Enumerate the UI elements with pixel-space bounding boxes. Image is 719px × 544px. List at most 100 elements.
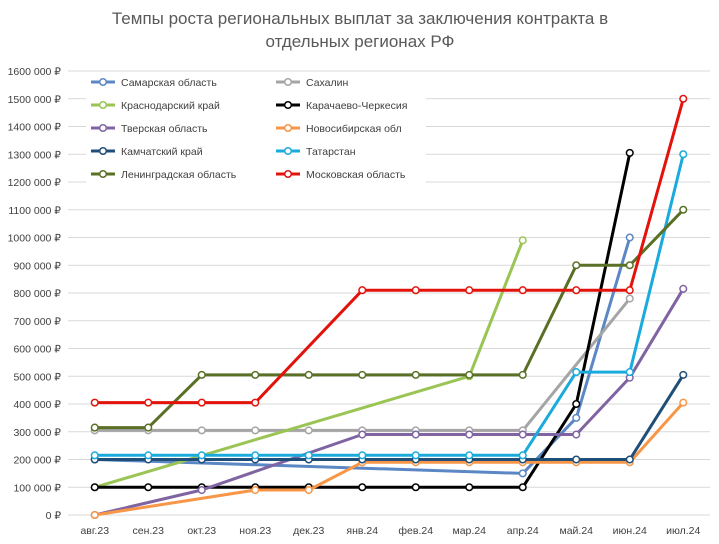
y-tick-label: 400 000 ₽ <box>13 399 61 411</box>
data-point <box>625 261 634 270</box>
data-point <box>411 451 420 460</box>
data-point <box>625 233 634 242</box>
x-tick-label: янв.24 <box>346 525 378 537</box>
data-point <box>411 483 420 492</box>
data-point <box>679 150 688 159</box>
legend-item: Тверская область <box>91 123 208 135</box>
data-point <box>679 370 688 379</box>
data-point <box>411 430 420 439</box>
data-point <box>197 398 206 407</box>
y-tick-label: 1500 000 ₽ <box>8 94 62 106</box>
legend-item: Московская область <box>276 169 406 181</box>
data-point <box>572 368 581 377</box>
legend-label: Камчатский край <box>121 146 203 158</box>
data-point <box>304 485 313 495</box>
legend-item: Ленинградская область <box>91 169 237 181</box>
data-point <box>625 455 634 464</box>
data-point <box>465 483 474 492</box>
data-point <box>90 510 99 520</box>
series-4 <box>90 284 688 520</box>
y-tick-label: 600 000 ₽ <box>13 344 61 356</box>
legend-swatch-marker <box>98 100 108 110</box>
series-8 <box>90 205 688 432</box>
y-tick-label: 1100 000 ₽ <box>8 205 61 217</box>
data-point <box>144 483 153 492</box>
legend-label: Самарская область <box>121 77 217 89</box>
data-point <box>197 426 206 435</box>
y-tick-label: 500 000 ₽ <box>13 371 61 383</box>
series-lines <box>90 94 688 520</box>
data-point <box>251 398 260 407</box>
x-tick-label: мар.24 <box>453 525 487 537</box>
x-tick-label: ноя.23 <box>239 525 271 537</box>
data-point <box>411 370 420 379</box>
data-point <box>572 399 581 409</box>
data-point <box>358 430 367 439</box>
data-point <box>358 286 367 295</box>
data-point <box>251 426 260 435</box>
y-tick-label: 100 000 ₽ <box>13 482 61 494</box>
legend-item: Карачаево-Черкесия <box>276 100 407 112</box>
series-line <box>94 153 685 457</box>
series-line <box>94 374 685 461</box>
x-tick-label: апр.24 <box>507 525 539 537</box>
y-tick-label: 200 000 ₽ <box>13 455 61 467</box>
x-tick-label: июл.24 <box>666 525 700 537</box>
data-point <box>465 430 474 439</box>
y-axis-tick-labels: 0 ₽ 100 000 ₽ 200 000 ₽ 300 000 ₽ 400 000 ₽ 5… <box>8 66 62 522</box>
legend-swatch-marker <box>283 169 293 179</box>
data-point <box>518 236 527 245</box>
data-point <box>679 284 688 293</box>
data-point <box>358 370 367 379</box>
data-point <box>90 398 99 407</box>
data-point <box>518 483 527 492</box>
data-point <box>625 148 634 157</box>
data-point <box>625 294 634 303</box>
data-point <box>197 485 206 495</box>
x-tick-label: июн.24 <box>613 525 647 537</box>
x-tick-label: фев.24 <box>398 525 433 537</box>
data-point <box>90 451 99 460</box>
x-tick-label: окт.23 <box>187 525 216 537</box>
y-tick-label: 900 000 ₽ <box>13 260 61 272</box>
legend-swatch-marker <box>283 123 293 133</box>
data-point <box>304 426 313 435</box>
legend-label: Татарстан <box>306 146 356 158</box>
data-point <box>90 483 99 492</box>
series-9 <box>90 94 688 407</box>
data-point <box>518 430 527 439</box>
legend-label: Краснодарский край <box>121 100 220 112</box>
data-point <box>572 455 581 464</box>
legend-item: Краснодарский край <box>91 100 220 112</box>
legend-swatch-marker <box>283 146 293 156</box>
data-point <box>572 430 581 439</box>
legend-item: Сахалин <box>276 77 349 89</box>
data-point <box>304 451 313 460</box>
legend-item: Татарстан <box>276 146 356 158</box>
legend-swatch-marker <box>283 100 293 110</box>
chart-title-line-1: Темпы роста региональных выплат за заклю… <box>112 9 608 28</box>
legend-label: Сахалин <box>306 77 349 89</box>
legend-label: Ленинградская область <box>121 169 237 181</box>
series-6 <box>90 370 688 464</box>
data-point <box>518 286 527 295</box>
series-line <box>94 297 631 432</box>
x-axis-tick-labels: авг.23 сен.23 окт.23 ноя.23 дек.23 янв.24 фев.… <box>80 525 700 537</box>
legend: Самарская область Сахалин Краснодарский кр… <box>86 73 426 185</box>
legend-swatch-marker <box>98 123 108 133</box>
data-point <box>144 451 153 460</box>
data-point <box>625 286 634 295</box>
y-tick-label: 1200 000 ₽ <box>8 177 62 189</box>
data-point <box>411 286 420 295</box>
legend-background <box>86 73 426 185</box>
y-tick-label: 700 000 ₽ <box>13 316 61 328</box>
legend-item: Камчатский край <box>91 146 203 158</box>
series-line <box>94 401 685 517</box>
series-3 <box>90 148 634 492</box>
data-point <box>572 413 581 422</box>
y-tick-label: 0 ₽ <box>46 510 62 522</box>
data-point <box>465 286 474 295</box>
data-point <box>518 370 527 379</box>
data-point <box>144 423 153 432</box>
data-point <box>679 205 688 214</box>
